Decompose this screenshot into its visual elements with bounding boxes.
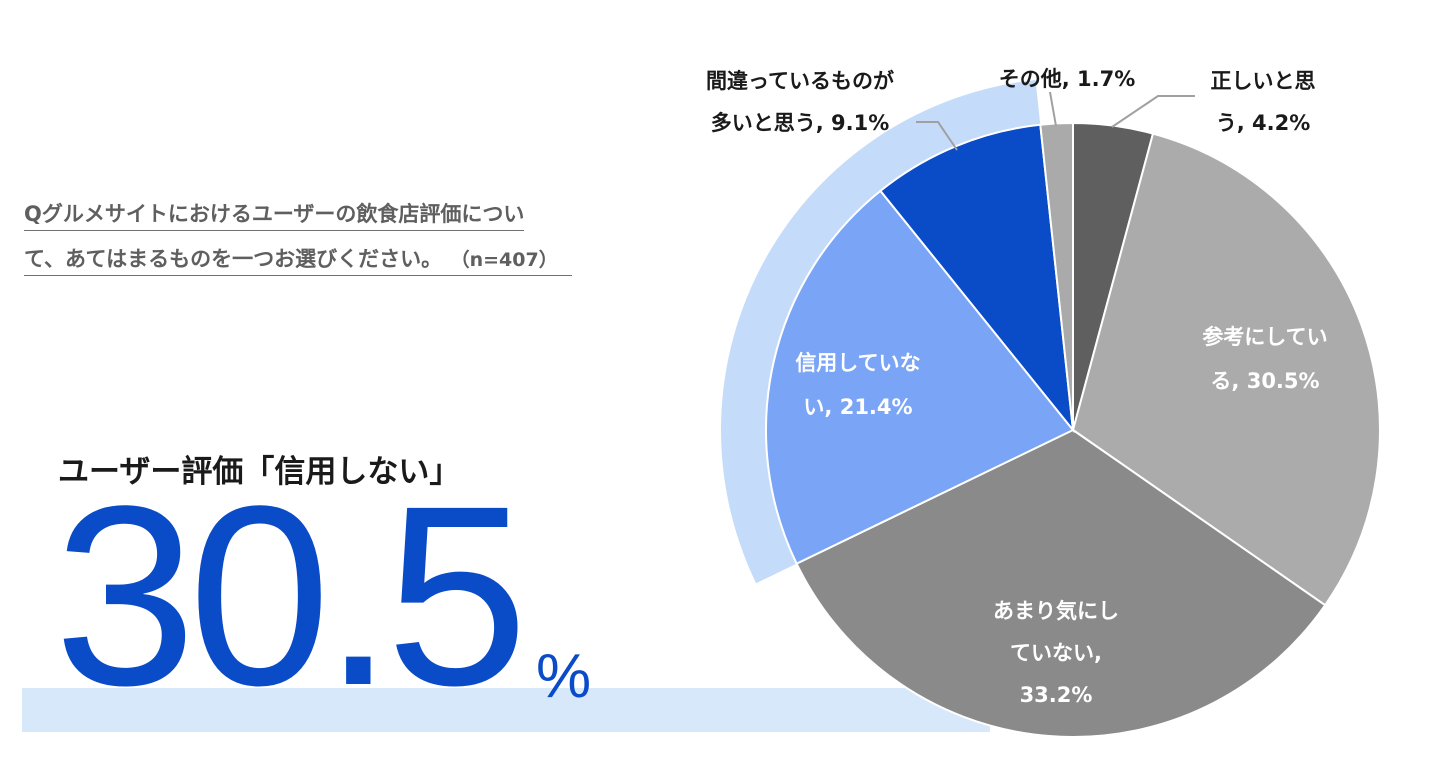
question-line-2: て、あてはまるものを一つお選びください。 （n=407） xyxy=(24,249,572,276)
pie-slices xyxy=(765,121,1382,738)
slice-label-5-line-0: その他, 1.7% xyxy=(999,67,1136,91)
pie-slice-3 xyxy=(765,189,1075,565)
survey-question: Qグルメサイトにおけるユーザーの飲食店評価につい て、あてはまるものを一つお選び… xyxy=(24,204,572,276)
leader-lines xyxy=(916,91,1195,151)
slice-label-1-line-0: 参考にしてい xyxy=(1202,325,1327,349)
leader-line-5 xyxy=(1049,91,1057,127)
slice-label-3-line-0: 信用していな xyxy=(795,351,920,375)
slice-label-3-line-1: い, 21.4% xyxy=(803,395,912,419)
slice-label-3: 信用していない, 21.4% xyxy=(795,351,920,419)
headline-unit: % xyxy=(536,642,592,711)
pie-slice-1 xyxy=(1071,132,1382,607)
slice-label-1: 参考にしている, 30.5% xyxy=(1202,325,1327,393)
highlight-band xyxy=(22,688,990,732)
slice-label-5: その他, 1.7% xyxy=(999,67,1136,91)
slice-label-1-line-1: る, 30.5% xyxy=(1210,369,1319,393)
leader-line-4 xyxy=(916,121,958,151)
slice-label-2-line-1: ていない, xyxy=(1010,641,1102,665)
slice-label-4-line-0: 間違っているものが xyxy=(706,69,894,93)
slice-labels: 正しいと思う, 4.2% 参考にしている, 30.5% あまり気にしていない, 33.… xyxy=(706,67,1328,707)
headline-title: ユーザー評価「信用しない」 xyxy=(58,454,461,490)
question-line-1: Qグルメサイトにおけるユーザーの飲食店評価につい xyxy=(24,204,525,231)
pie-slice-5 xyxy=(1039,121,1074,431)
slice-label-2-line-2: 33.2% xyxy=(1020,683,1093,707)
pie-slice-2 xyxy=(795,428,1327,738)
headline-value: 30.5 xyxy=(54,453,528,739)
slice-label-0-line-1: う, 4.2% xyxy=(1216,111,1311,135)
question-line-2-text: て、あてはまるものを一つお選びください。 xyxy=(24,247,443,271)
slice-label-4: 間違っているものが多いと思う, 9.1% xyxy=(706,69,894,135)
slice-label-2-line-0: あまり気にし xyxy=(993,599,1119,623)
slice-label-2: あまり気にしていない, 33.2% xyxy=(993,599,1119,707)
slice-label-0: 正しいと思う, 4.2% xyxy=(1211,69,1316,135)
slice-label-0-line-0: 正しいと思 xyxy=(1211,69,1316,93)
leader-line-0 xyxy=(1111,95,1195,128)
slice-label-4-line-1: 多いと思う, 9.1% xyxy=(711,111,890,135)
sample-size-label: （n=407） xyxy=(460,249,558,271)
